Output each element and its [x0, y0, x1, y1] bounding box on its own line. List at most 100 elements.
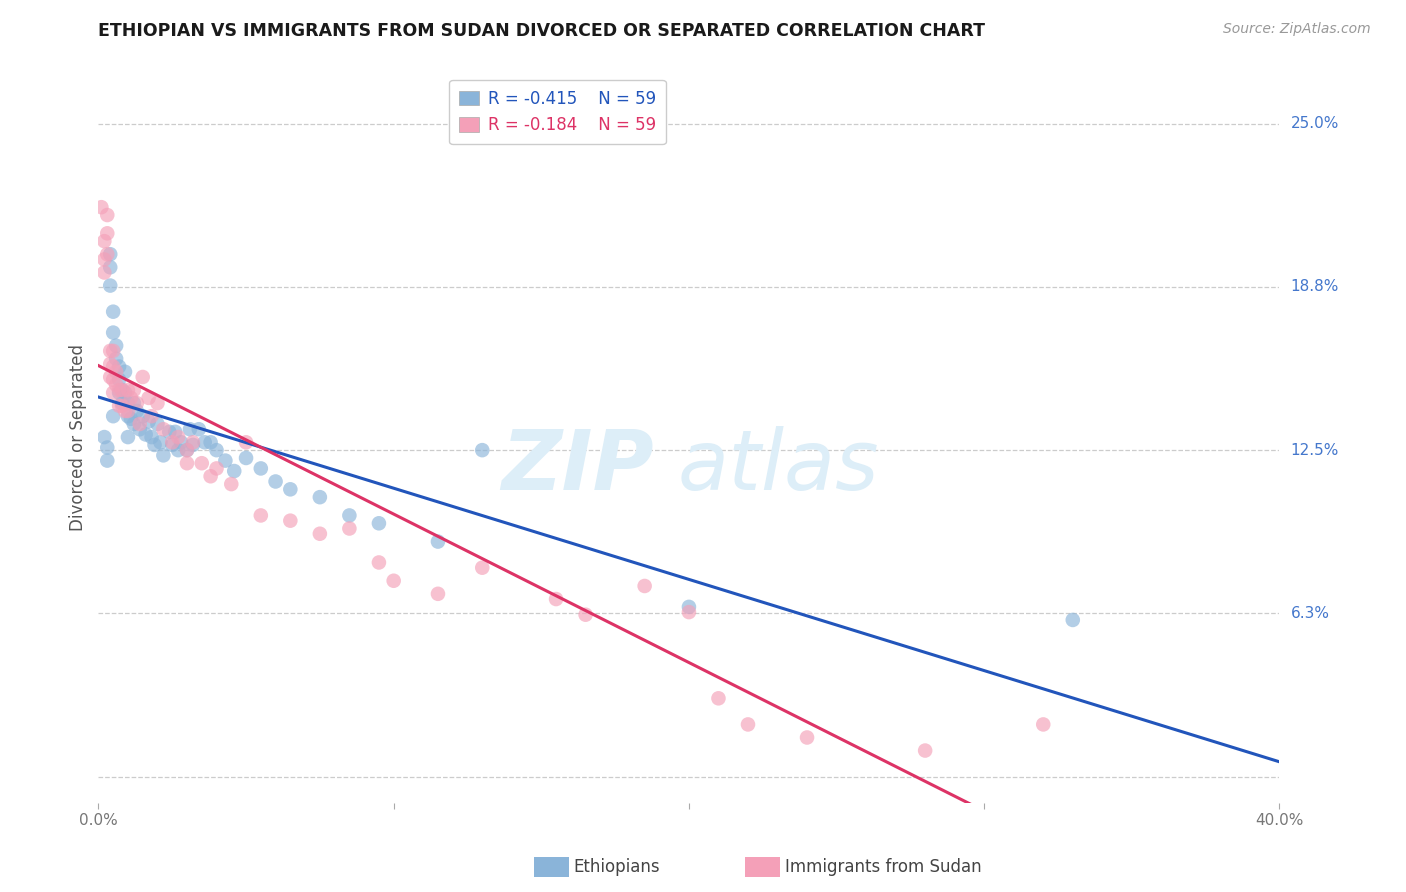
Point: [382, 574, 405, 588]
Point: [93, 234, 115, 248]
Point: [167, 443, 190, 458]
Point: [117, 430, 139, 444]
Point: [98, 357, 121, 371]
Point: [108, 399, 131, 413]
Point: [368, 556, 391, 570]
Point: [125, 396, 148, 410]
Point: [191, 456, 214, 470]
Point: [176, 443, 198, 458]
Point: [181, 435, 204, 450]
Text: Immigrants from Sudan: Immigrants from Sudan: [785, 858, 981, 876]
Point: [187, 422, 209, 436]
Point: [176, 456, 198, 470]
Point: [96, 441, 118, 455]
Point: [143, 438, 166, 452]
Point: [103, 343, 125, 358]
Point: [90, 200, 112, 214]
Point: [103, 359, 125, 374]
Point: [194, 435, 217, 450]
Point: [98, 370, 121, 384]
Point: [181, 438, 204, 452]
Point: [368, 516, 391, 531]
Point: [114, 365, 136, 379]
Text: 6.3%: 6.3%: [1291, 606, 1330, 621]
Point: [120, 412, 142, 426]
Legend: R = -0.415    N = 59, R = -0.184    N = 59: R = -0.415 N = 59, R = -0.184 N = 59: [450, 79, 665, 144]
Point: [278, 483, 302, 497]
Point: [96, 453, 118, 467]
Point: [264, 475, 287, 489]
Point: [309, 526, 332, 541]
Point: [114, 385, 136, 400]
Point: [93, 252, 115, 267]
Point: [105, 339, 128, 353]
Point: [122, 383, 145, 397]
Point: [108, 383, 131, 397]
Point: [132, 370, 155, 384]
Point: [1032, 717, 1054, 731]
Point: [108, 385, 131, 400]
Point: [250, 461, 273, 475]
Point: [117, 409, 139, 424]
Point: [152, 449, 174, 463]
Point: [120, 391, 142, 405]
Point: [103, 304, 125, 318]
Point: [111, 383, 134, 397]
Text: 25.0%: 25.0%: [1291, 116, 1339, 131]
Point: [122, 417, 145, 431]
Point: [132, 409, 155, 424]
Point: [914, 743, 936, 757]
Point: [108, 359, 131, 374]
Text: Ethiopians: Ethiopians: [574, 858, 661, 876]
Point: [205, 461, 228, 475]
Point: [278, 514, 302, 528]
Point: [117, 396, 139, 410]
Point: [138, 391, 160, 405]
Point: [337, 521, 360, 535]
Point: [103, 326, 125, 340]
Point: [138, 414, 160, 428]
Point: [200, 469, 222, 483]
Point: [162, 438, 183, 452]
Point: [141, 409, 163, 424]
Text: atlas: atlas: [678, 425, 879, 507]
Text: ZIP: ZIP: [501, 425, 654, 507]
Point: [170, 435, 193, 450]
Point: [96, 208, 118, 222]
Point: [309, 490, 332, 504]
Point: [152, 422, 174, 436]
Point: [146, 417, 169, 431]
Point: [250, 508, 273, 523]
Point: [176, 443, 198, 458]
Point: [111, 383, 134, 397]
Point: [205, 443, 228, 458]
Point: [471, 443, 494, 458]
Point: [235, 435, 257, 450]
Point: [427, 534, 450, 549]
Point: [111, 399, 134, 413]
Point: [214, 453, 236, 467]
Point: [796, 731, 818, 745]
Point: [235, 450, 257, 465]
Point: [111, 396, 134, 410]
Point: [678, 599, 700, 614]
Point: [165, 425, 187, 439]
Text: ETHIOPIAN VS IMMIGRANTS FROM SUDAN DIVORCED OR SEPARATED CORRELATION CHART: ETHIOPIAN VS IMMIGRANTS FROM SUDAN DIVOR…: [98, 22, 986, 40]
Point: [125, 404, 148, 418]
Point: [98, 278, 121, 293]
Point: [1062, 613, 1084, 627]
Point: [737, 717, 759, 731]
Point: [96, 227, 118, 241]
Point: [114, 404, 136, 418]
Point: [128, 417, 150, 431]
Point: [103, 409, 125, 424]
Point: [149, 435, 172, 450]
Text: 12.5%: 12.5%: [1291, 442, 1339, 458]
Point: [103, 373, 125, 387]
Point: [117, 383, 139, 397]
Y-axis label: Divorced or Separated: Divorced or Separated: [69, 343, 87, 531]
Point: [167, 430, 190, 444]
Point: [224, 464, 246, 478]
Point: [633, 579, 655, 593]
Point: [98, 343, 121, 358]
